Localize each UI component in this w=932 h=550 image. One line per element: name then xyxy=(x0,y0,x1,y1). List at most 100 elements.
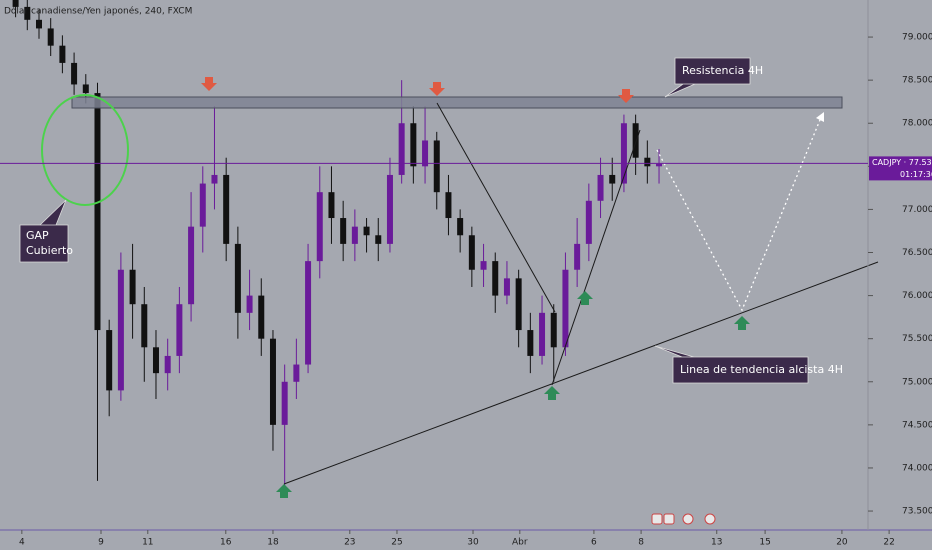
candle-body xyxy=(188,226,195,305)
candle-body xyxy=(480,261,487,270)
candle-body xyxy=(562,269,569,348)
trend-line xyxy=(436,102,556,313)
candle-body xyxy=(258,295,265,339)
price-label: CADJPY · 77.534 xyxy=(872,158,932,167)
candle-body xyxy=(445,192,452,219)
x-tick-label: 22 xyxy=(883,538,894,548)
x-tick-label: 16 xyxy=(220,538,232,548)
annotation: Linea de tendencia alcista 4H xyxy=(680,363,843,376)
y-tick-label: 76.000 xyxy=(902,291,932,301)
candle-body xyxy=(457,218,464,236)
candle-body xyxy=(176,304,183,356)
event-icons xyxy=(651,513,716,525)
candle-body xyxy=(71,62,78,85)
down-arrows xyxy=(201,77,634,103)
candle-body xyxy=(422,140,429,167)
y-tick-label: 75.000 xyxy=(902,377,932,387)
candle-body xyxy=(632,123,639,158)
candle-body xyxy=(152,347,159,374)
candle-body xyxy=(398,123,405,175)
candle-body xyxy=(550,312,557,348)
price-badge xyxy=(869,156,932,181)
resistance-callout xyxy=(664,57,751,98)
candle-body xyxy=(47,28,54,46)
trend-line xyxy=(283,261,879,485)
y-tick-label: 76.500 xyxy=(902,248,932,258)
candle-body xyxy=(24,6,31,20)
candle-body xyxy=(340,218,347,244)
x-tick-label: 9 xyxy=(98,538,104,548)
annotation: Resistencia 4H xyxy=(682,64,763,77)
x-tick-label: 18 xyxy=(267,538,279,548)
candle-body xyxy=(211,174,218,184)
y-tick-label: 74.000 xyxy=(902,463,932,473)
y-tick-label: 74.500 xyxy=(902,420,932,430)
gap-circle xyxy=(41,94,129,206)
candle-body xyxy=(503,278,510,296)
candle-body xyxy=(597,174,604,201)
candle-body xyxy=(527,330,534,356)
annotation: GAP xyxy=(26,229,49,242)
y-tick-label: 77.000 xyxy=(902,205,932,215)
candle-body xyxy=(35,19,42,29)
candle-body xyxy=(351,226,358,244)
candle-body xyxy=(609,174,616,184)
x-tick-label: 30 xyxy=(467,538,479,548)
candle-body xyxy=(199,183,206,227)
candle-body xyxy=(246,295,253,313)
candle-body xyxy=(59,45,66,63)
candle-body xyxy=(468,235,475,270)
candle-body xyxy=(234,243,241,313)
x-tick-label: 13 xyxy=(711,538,722,548)
x-tick-label: 15 xyxy=(759,538,770,548)
resistance-zone xyxy=(71,96,843,109)
annotation: Cubierto xyxy=(26,244,73,257)
y-tick-label: 79.000 xyxy=(902,33,932,43)
chart-title: Dólar canadiense/Yen japonés, 240, FXCM xyxy=(4,6,192,17)
candle-body xyxy=(515,278,522,331)
trendline-callout xyxy=(654,345,809,384)
x-tick-label: 23 xyxy=(344,538,355,548)
candles xyxy=(12,0,663,490)
x-tick-label: 20 xyxy=(836,538,848,548)
countdown: 01:17:36 xyxy=(900,170,932,179)
candle-body xyxy=(492,261,499,296)
candle-body xyxy=(269,338,276,425)
x-tick-label: 8 xyxy=(638,538,644,548)
candle-body xyxy=(574,243,581,270)
x-tick-label: 11 xyxy=(142,538,153,548)
candle-body xyxy=(410,123,417,167)
candle-body xyxy=(281,381,288,425)
candle-body xyxy=(12,0,19,7)
candle-body xyxy=(316,192,323,262)
candle-body xyxy=(106,330,113,391)
x-tick-label: 4 xyxy=(19,538,25,548)
y-tick-label: 78.000 xyxy=(902,119,932,129)
candle-body xyxy=(164,355,171,374)
candle-body xyxy=(129,269,136,305)
up-arrows xyxy=(276,291,750,498)
candle-body xyxy=(585,200,592,244)
candle-body xyxy=(620,123,627,184)
candle-body xyxy=(363,226,370,236)
candle-body xyxy=(141,304,148,348)
candle-body xyxy=(94,93,101,331)
candle-body xyxy=(386,174,393,244)
x-tick-label: 25 xyxy=(391,538,402,548)
projection-arrowhead xyxy=(816,112,824,122)
candle-body xyxy=(305,261,312,365)
y-tick-label: 73.500 xyxy=(902,507,932,517)
y-tick-label: 75.500 xyxy=(902,334,932,344)
candle-body xyxy=(223,174,230,244)
y-tick-label: 78.500 xyxy=(902,76,932,86)
candle-body xyxy=(433,140,440,193)
candle-body xyxy=(117,269,124,391)
x-tick-label: 6 xyxy=(591,538,597,548)
candle-body xyxy=(539,312,546,356)
candle-body xyxy=(644,157,651,167)
candle-body xyxy=(656,163,663,167)
candle-body xyxy=(82,84,89,94)
gap-callout xyxy=(19,199,69,263)
